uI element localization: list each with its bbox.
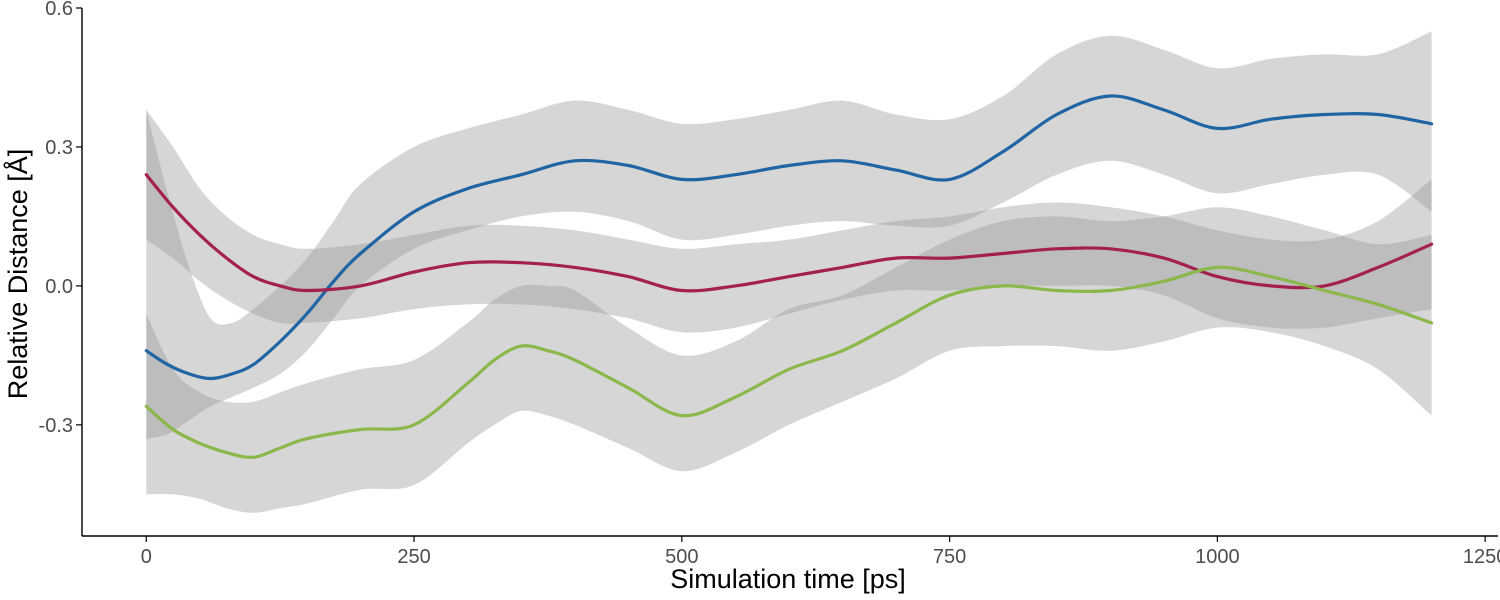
y-tick-label: 0.3 — [45, 137, 73, 159]
y-ticks: -0.3 0.0 0.3 0.6 — [39, 0, 82, 437]
y-tick-label: 0.6 — [45, 0, 73, 20]
series-line-2 — [144, 173, 1434, 293]
y-tick-label: -0.3 — [39, 415, 73, 437]
axes — [81, 8, 1498, 537]
series-lines — [144, 94, 1434, 459]
x-tick-label: 1000 — [1195, 546, 1240, 568]
confidence-band-3 — [146, 207, 1432, 513]
x-tick-label: 0 — [141, 546, 152, 568]
x-tick-label: 1250 — [1463, 546, 1500, 568]
x-tick-label: 750 — [933, 546, 966, 568]
series-line-3 — [144, 265, 1434, 459]
confidence-band-1 — [146, 31, 1432, 439]
y-axis-title: Relative Distance [Å] — [2, 149, 33, 400]
x-ticks: 0 250 500 750 1000 1250 — [141, 536, 1500, 568]
y-tick-label: 0.0 — [45, 276, 73, 298]
x-tick-label: 500 — [665, 546, 698, 568]
series-line-1 — [144, 94, 1434, 381]
confidence-bands — [146, 31, 1432, 513]
x-tick-label: 250 — [397, 546, 430, 568]
x-axis-title: Simulation time [ps] — [670, 564, 906, 594]
confidence-band-2 — [146, 109, 1432, 333]
